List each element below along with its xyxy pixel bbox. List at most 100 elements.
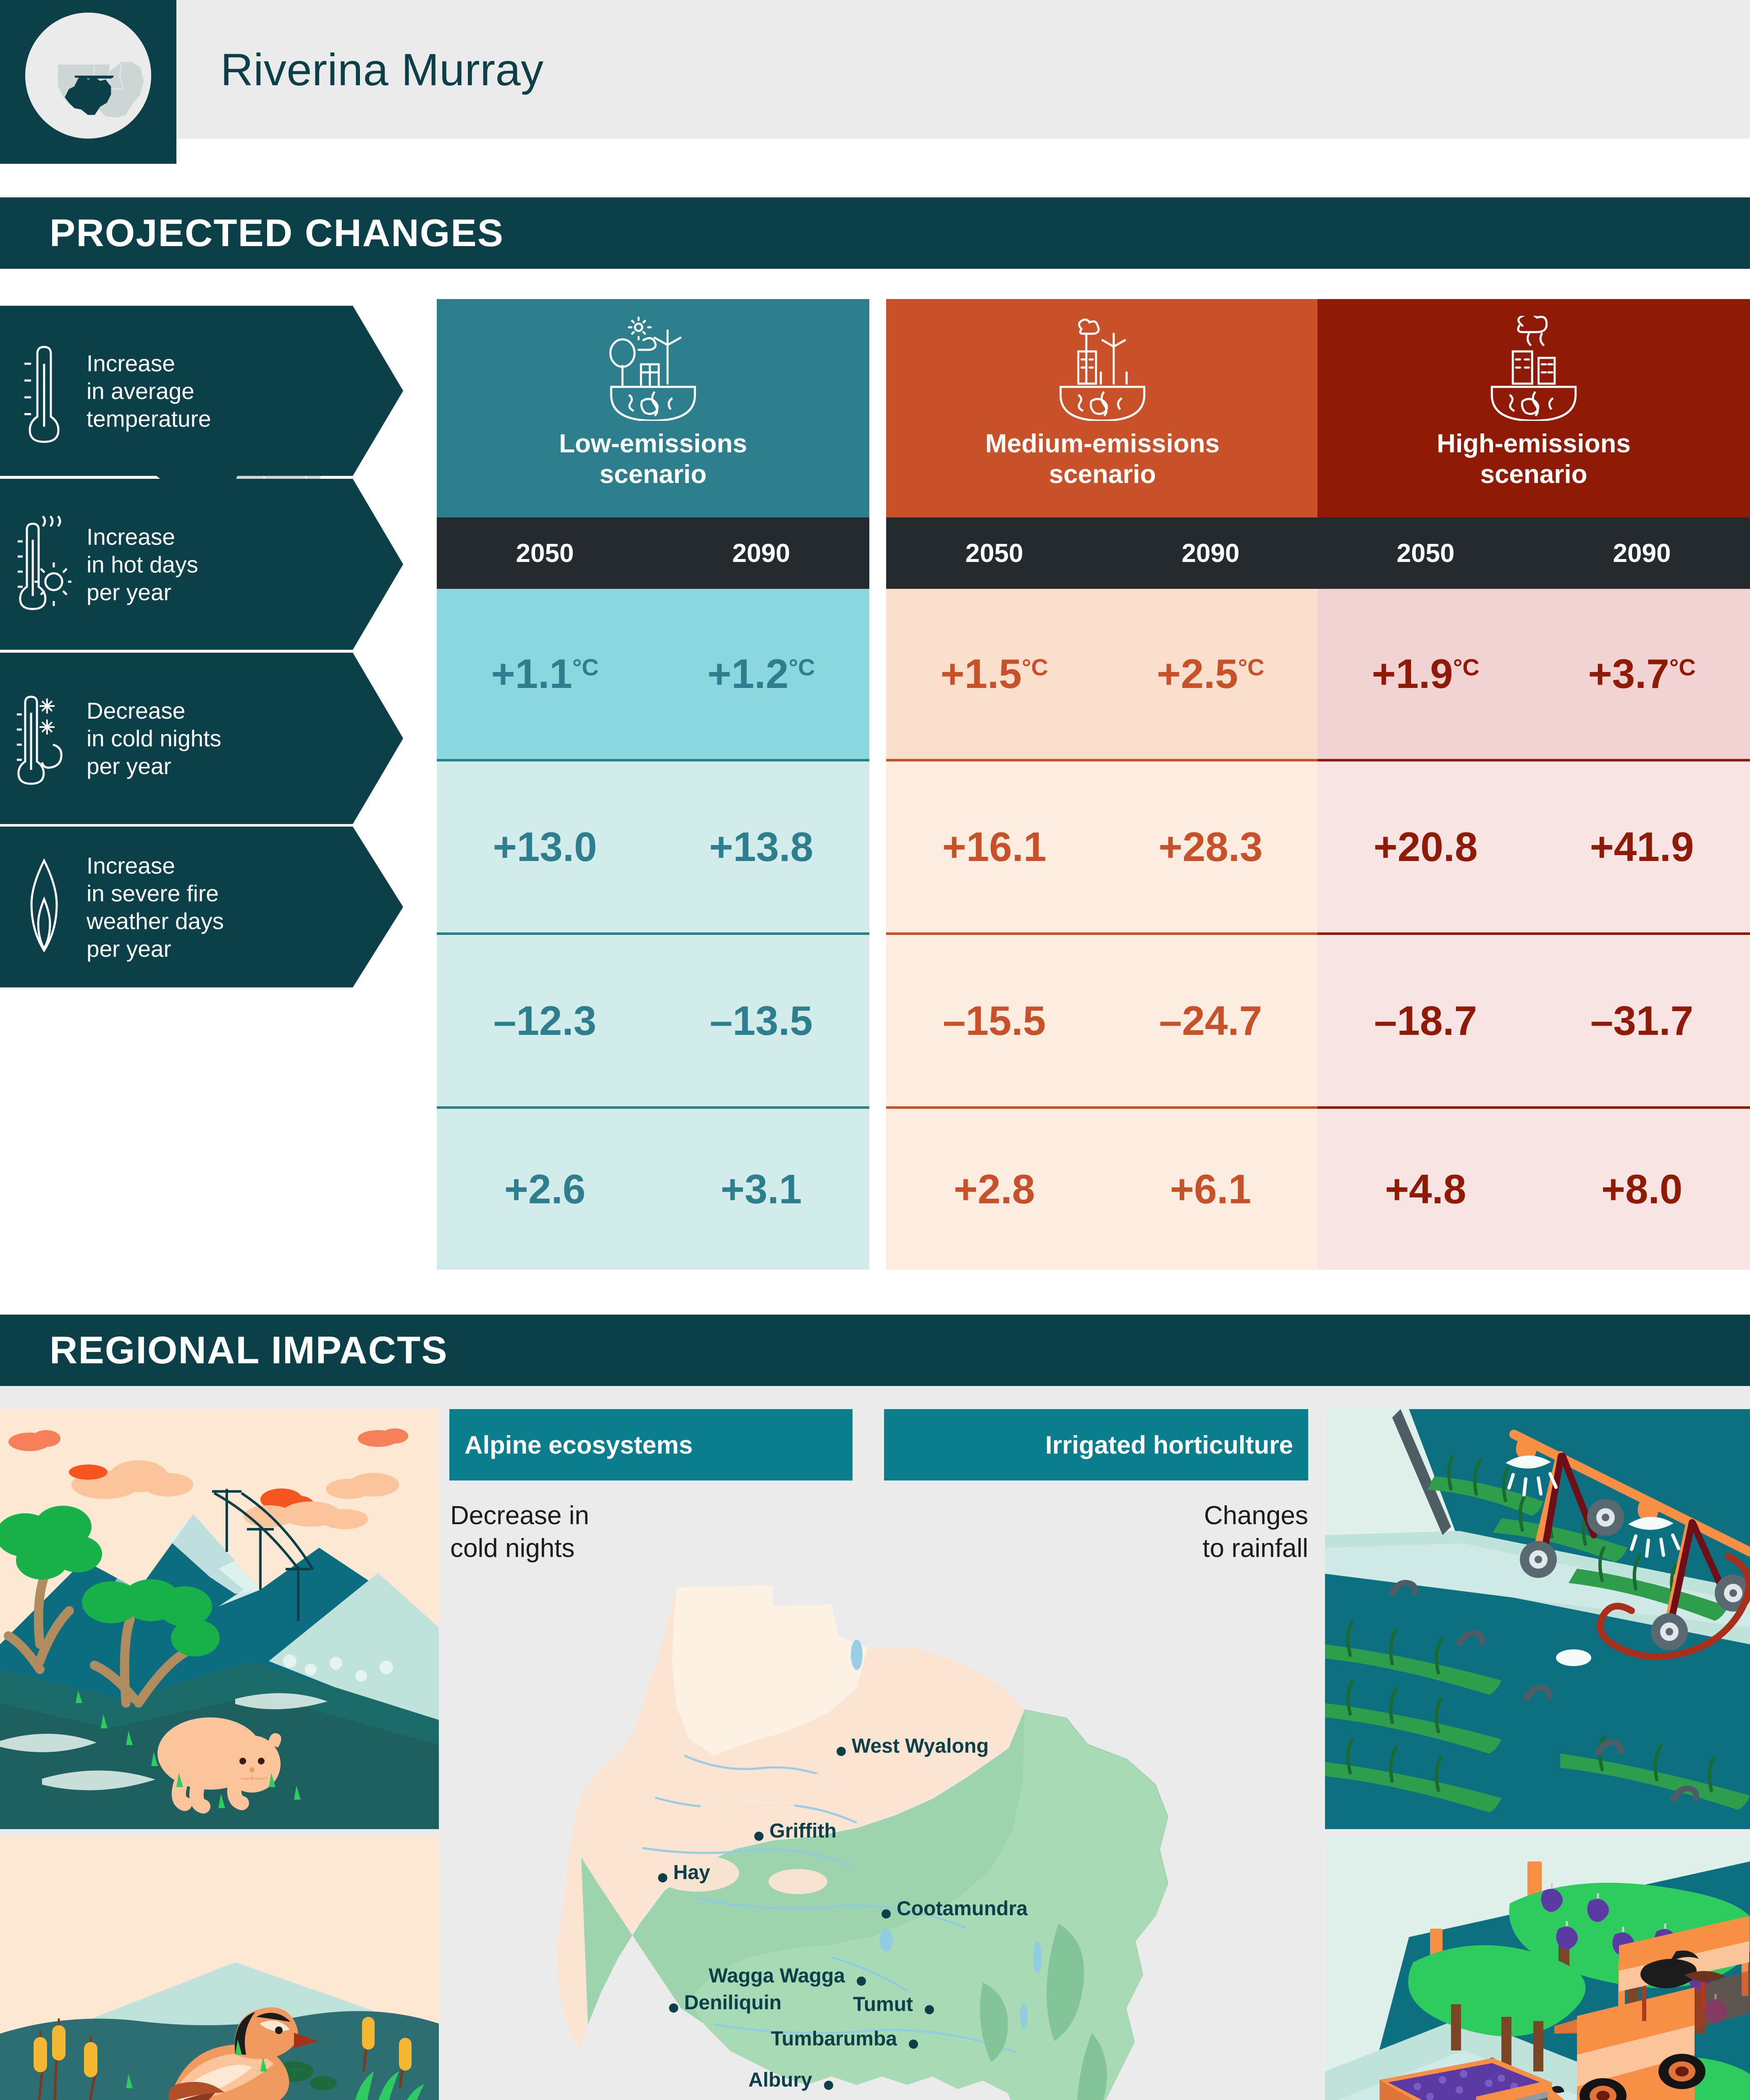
- row-divider: [886, 1106, 1319, 1109]
- city-dot-hay: [658, 1873, 667, 1882]
- row-label-average-temperature: Increase in average temperature: [0, 306, 403, 476]
- city-dot-cootamundra: [882, 1909, 891, 1919]
- values-medium-row-hot-days: +16.1 +28.3: [886, 761, 1319, 932]
- year-2090-low: 2090: [732, 538, 790, 568]
- year-2050-medium: 2050: [965, 538, 1023, 568]
- value-low-2050-cold-nights: –12.3: [493, 997, 597, 1044]
- fossil-fuel-globe-icon: [1490, 316, 1577, 421]
- scenario-label-medium: Medium-emissions scenario: [985, 429, 1220, 489]
- value-medium-2090-hot-days: +28.3: [1158, 824, 1263, 870]
- scenario-column-low-emissions: Low-emissions scenario 2050 2090 +1.1 °C …: [437, 299, 869, 1270]
- mixed-energy-globe-icon: [1059, 318, 1146, 421]
- value-medium-2050-cold-nights: –15.5: [942, 997, 1046, 1044]
- city-label-hay: Hay: [673, 1861, 711, 1884]
- row-divider: [437, 759, 869, 761]
- city-dot-tumbarumba: [909, 2040, 918, 2049]
- scenario-label-high: High-emissions scenario: [1437, 429, 1631, 489]
- vineyard-grape-harvester-illustration: [1325, 1836, 1750, 2100]
- city-label-albury: Albury: [748, 2069, 812, 2091]
- section-title-projected-changes: PROJECTED CHANGES: [50, 211, 504, 255]
- row-divider: [1317, 932, 1750, 935]
- values-low-row-cold-nights: –12.3 –13.5: [437, 935, 869, 1106]
- city-label-griffith: Griffith: [769, 1820, 837, 1842]
- value-medium-2050-fire-days: +2.8: [953, 1166, 1035, 1212]
- impact-chip-label-alpine: Alpine ecosystems: [464, 1431, 693, 1459]
- value-high-2090-hot-days: +41.9: [1590, 824, 1694, 870]
- row-divider: [437, 1106, 869, 1109]
- value-high-2090-fire-days: +8.0: [1601, 1166, 1683, 1212]
- impact-chip-label-irrigated: Irrigated horticulture: [1045, 1431, 1293, 1459]
- scenario-label-low: Low-emissions scenario: [559, 429, 747, 489]
- year-2050-high: 2050: [1396, 538, 1455, 568]
- city-dot-griffith: [754, 1832, 763, 1841]
- impact-caption-irrigated: Changes to rainfall: [1202, 1501, 1308, 1563]
- row-divider: [1317, 1106, 1750, 1109]
- value-low-2050-temperature: +1.1 °C: [491, 651, 599, 697]
- row-label-hot-days: Increase in hot days per year: [0, 479, 403, 650]
- scenario-header-medium: Medium-emissions scenario: [886, 299, 1319, 517]
- row-divider: [886, 932, 1319, 935]
- city-label-tumut: Tumut: [853, 1993, 913, 2016]
- wetland-brolga-bird-illustration: [0, 1836, 439, 2100]
- value-high-2050-hot-days: +20.8: [1373, 824, 1478, 870]
- row-label-text-hot-days: Increase in hot days per year: [87, 523, 199, 605]
- values-high-row-fire-days: +4.8 +8.0: [1317, 1109, 1750, 1270]
- row-divider: [437, 932, 869, 935]
- city-label-deniliquin: Deniliquin: [684, 1992, 782, 2014]
- year-header-high: 2050 2090: [1317, 517, 1750, 589]
- value-low-2090-cold-nights: –13.5: [709, 997, 813, 1044]
- row-label-cold-nights: Decrease in cold nights per year: [0, 653, 403, 824]
- impact-caption-alpine: Decrease in cold nights: [450, 1501, 589, 1563]
- values-medium-row-fire-days: +2.8 +6.1: [886, 1109, 1319, 1270]
- values-medium-row-temperature: +1.5 °C +2.5 °C: [886, 589, 1319, 759]
- section-header-projected-changes: PROJECTED CHANGES: [0, 197, 1750, 269]
- page-title: Riverina Murray: [220, 44, 544, 95]
- thermometer-sun-icon: [13, 512, 76, 617]
- thermometer-snowflake-icon: [13, 686, 76, 791]
- riverina-murray-region-map: West Wyalong Griffith Hay Cootamundra Wa…: [538, 1579, 1243, 2100]
- city-dot-deniliquin: [669, 2003, 678, 2013]
- year-2090-medium: 2090: [1181, 538, 1240, 568]
- nsw-region-locator-map-icon: [25, 13, 151, 139]
- year-2050-low: 2050: [516, 538, 574, 568]
- city-label-tumbarumba: Tumbarumba: [771, 2028, 897, 2050]
- value-high-2090-cold-nights: –31.7: [1590, 997, 1694, 1044]
- row-label-text-fire-weather-days: Increase in severe fire weather days per…: [87, 852, 224, 962]
- row-divider: [1317, 759, 1750, 761]
- section-header-regional-impacts: REGIONAL IMPACTS: [0, 1315, 1750, 1386]
- scenario-header-low: Low-emissions scenario: [437, 299, 869, 517]
- impact-chip-irrigated-horticulture[interactable]: Irrigated horticulture: [884, 1409, 1308, 1480]
- value-low-2050-fire-days: +2.6: [504, 1166, 586, 1212]
- scenario-column-high-emissions: High-emissions scenario 2050 2090 +1.9 °C…: [1317, 299, 1750, 1270]
- city-dot-tumut: [925, 2005, 934, 2014]
- renewable-energy-globe-icon: [609, 316, 696, 421]
- year-header-medium: 2050 2090: [886, 517, 1319, 589]
- impact-chip-alpine-ecosystems[interactable]: Alpine ecosystems: [449, 1409, 853, 1480]
- city-dot-albury: [824, 2081, 833, 2090]
- city-label-cootamundra: Cootamundra: [897, 1898, 1028, 1920]
- values-high-row-hot-days: +20.8 +41.9: [1317, 761, 1750, 932]
- scenario-column-medium-emissions: Medium-emissions scenario 2050 2090 +1.5…: [886, 299, 1319, 1270]
- value-medium-2090-cold-nights: –24.7: [1159, 997, 1262, 1044]
- header-background-band: [176, 0, 1750, 139]
- row-label-fire-weather-days: Increase in severe fire weather days per…: [0, 827, 403, 987]
- city-label-west-wyalong: West Wyalong: [852, 1735, 989, 1757]
- value-low-2090-fire-days: +3.1: [720, 1166, 802, 1212]
- thermometer-icon: [13, 339, 76, 444]
- city-label-wagga-wagga: Wagga Wagga: [708, 1965, 845, 1987]
- year-2090-high: 2090: [1613, 538, 1671, 568]
- year-header-low: 2050 2090: [437, 517, 869, 589]
- value-high-2050-cold-nights: –18.7: [1374, 997, 1477, 1044]
- values-low-row-hot-days: +13.0 +13.8: [437, 761, 869, 932]
- values-high-row-temperature: +1.9 °C +3.7 °C: [1317, 589, 1750, 759]
- row-divider: [886, 759, 1319, 761]
- value-low-2090-temperature: +1.2 °C: [707, 651, 815, 697]
- scenario-header-high: High-emissions scenario: [1317, 299, 1750, 517]
- value-high-2050-temperature: +1.9 °C: [1372, 651, 1480, 697]
- irrigation-sprinkler-crops-illustration: [1325, 1409, 1750, 1829]
- flame-icon: [13, 855, 76, 960]
- value-medium-2050-hot-days: +16.1: [942, 824, 1047, 870]
- values-medium-row-cold-nights: –15.5 –24.7: [886, 935, 1319, 1106]
- row-label-text-average-temperature: Increase in average temperature: [87, 350, 211, 432]
- value-medium-2090-temperature: +2.5 °C: [1157, 651, 1265, 697]
